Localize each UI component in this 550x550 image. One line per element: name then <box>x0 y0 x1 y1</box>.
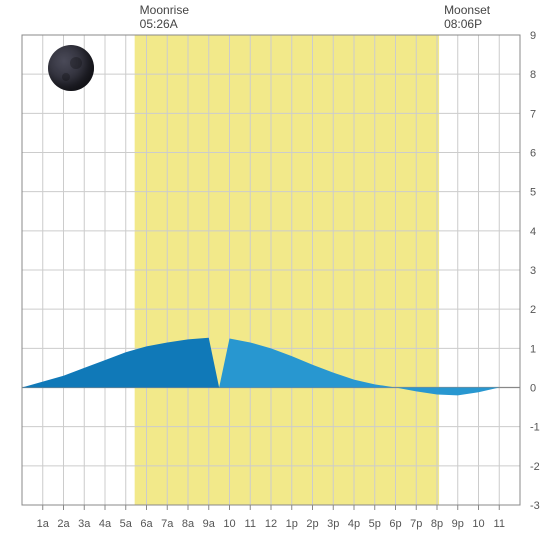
y-tick-label: 4 <box>530 226 536 238</box>
x-tick-label: 7a <box>161 518 174 530</box>
y-tick-label: 6 <box>530 148 536 160</box>
x-tick-label: 6p <box>389 518 401 530</box>
y-tick-label: 8 <box>530 69 536 81</box>
y-tick-label: 7 <box>530 108 536 120</box>
x-tick-label: 5a <box>120 518 133 530</box>
x-tick-label: 11 <box>494 518 505 530</box>
x-tick-label: 10 <box>223 518 235 530</box>
moonset-time: 08:06P <box>444 17 482 31</box>
y-tick-label: -1 <box>530 422 540 434</box>
x-tick-label: 6a <box>140 518 153 530</box>
moonrise-label: Moonrise <box>140 3 190 17</box>
x-tick-label: 2a <box>57 518 70 530</box>
x-tick-label: 8a <box>182 518 195 530</box>
y-tick-label: 2 <box>530 304 536 316</box>
x-tick-label: 7p <box>410 518 422 530</box>
y-tick-label: 3 <box>530 265 536 277</box>
y-tick-label: 9 <box>530 30 536 42</box>
x-tick-label: 3a <box>78 518 91 530</box>
y-tick-label: 0 <box>530 383 536 395</box>
x-tick-label: 9p <box>452 518 464 530</box>
x-tick-label: 9a <box>203 518 216 530</box>
tide-chart: -3-2-101234567891a2a3a4a5a6a7a8a9a101112… <box>0 0 550 550</box>
x-tick-label: 3p <box>327 518 339 530</box>
x-tick-label: 8p <box>431 518 443 530</box>
y-tick-label: 5 <box>530 187 536 199</box>
x-tick-label: 1a <box>37 518 50 530</box>
x-tick-label: 4a <box>99 518 112 530</box>
x-tick-label: 1p <box>286 518 298 530</box>
x-tick-label: 4p <box>348 518 360 530</box>
y-tick-label: 1 <box>530 343 536 355</box>
x-tick-label: 11 <box>245 518 256 530</box>
x-tick-label: 10 <box>472 518 484 530</box>
x-tick-label: 12 <box>265 518 277 530</box>
moonset-label: Moonset <box>444 3 491 17</box>
moon-phase-icon <box>48 45 94 91</box>
y-tick-label: -2 <box>530 461 540 473</box>
moonrise-time: 05:26A <box>140 17 178 31</box>
x-tick-label: 5p <box>369 518 381 530</box>
y-tick-label: -3 <box>530 500 540 512</box>
x-tick-label: 2p <box>306 518 318 530</box>
